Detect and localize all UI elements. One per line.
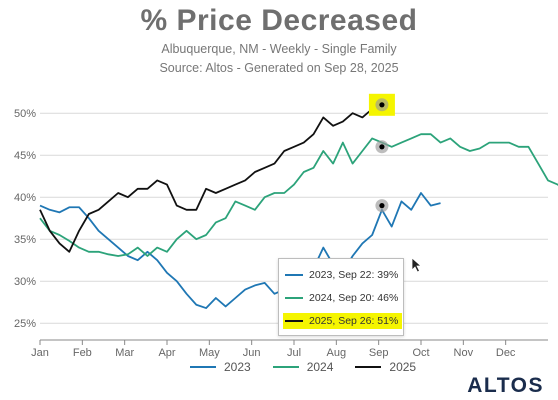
x-tick-label-mar: Mar <box>115 347 134 359</box>
tooltip-swatch-2023 <box>285 274 303 276</box>
tooltip-swatch-2024 <box>285 297 303 299</box>
legend-label-2025: 2025 <box>389 360 417 374</box>
y-tick-label-25: 25% <box>14 318 36 330</box>
tooltip-row-2024: 2024, Sep 20: 46% <box>285 290 398 306</box>
x-tick-label-aug: Aug <box>327 347 347 359</box>
legend-item-2025[interactable]: 2025 <box>355 360 416 374</box>
tooltip-row-2025: 2025, Sep 26: 51% <box>283 313 403 329</box>
legend-item-2023[interactable]: 2023 <box>190 360 251 374</box>
x-tick-label-dec: Dec <box>496 347 516 359</box>
series-line-2025 <box>39 103 383 253</box>
series-line-2024 <box>39 133 558 257</box>
legend-label-2023: 2023 <box>224 360 251 374</box>
y-tick-label-50: 50% <box>14 108 36 120</box>
tooltip-label-2023: 2023, Sep 22: 39% <box>309 269 399 281</box>
marker-point-2024 <box>379 144 385 150</box>
y-tick-label-45: 45% <box>14 150 36 162</box>
tooltip-label-2025: 2025, Sep 26: 51% <box>309 315 399 327</box>
legend-swatch-2023 <box>190 366 216 368</box>
legend-swatch-2024 <box>272 366 299 368</box>
series-line-2023 <box>39 192 441 309</box>
chart-source: Source: Altos - Generated on Sep 28, 202… <box>159 61 399 75</box>
chart-title: % Price Decreased <box>140 4 418 37</box>
y-tick-label-30: 30% <box>14 276 36 288</box>
marker-point-2025 <box>379 102 385 108</box>
legend-swatch-2025 <box>355 366 382 368</box>
legend-label-2024: 2024 <box>306 360 334 374</box>
x-tick-label-apr: Apr <box>158 347 175 359</box>
tooltip-swatch-2025 <box>285 320 303 322</box>
x-tick-label-jul: Jul <box>287 347 301 359</box>
x-tick-label-nov: Nov <box>454 347 474 359</box>
x-tick-label-may: May <box>199 347 220 359</box>
pointer-arrow-icon <box>411 257 423 273</box>
chart-legend: 2023 2024 2025 <box>190 360 416 374</box>
tooltip-label-2024: 2024, Sep 20: 46% <box>309 292 399 304</box>
y-tick-label-40: 40% <box>14 192 36 204</box>
marker-point-2023 <box>379 203 385 209</box>
chart-subtitle: Albuquerque, NM - Weekly - Single Family <box>161 42 397 56</box>
x-tick-label-jun: Jun <box>243 347 261 359</box>
x-tick-label-oct: Oct <box>412 347 429 359</box>
legend-item-2024[interactable]: 2024 <box>272 360 334 374</box>
y-tick-label-35: 35% <box>14 234 36 246</box>
brand-logo: ALTOS <box>467 374 544 397</box>
x-tick-label-sep: Sep <box>369 347 389 359</box>
tooltip-row-2023: 2023, Sep 22: 39% <box>285 267 398 283</box>
x-tick-label-jan: Jan <box>31 347 49 359</box>
hover-tooltip: 2023, Sep 22: 39% 2024, Sep 20: 46% 2025… <box>278 258 404 336</box>
x-tick-label-feb: Feb <box>73 347 92 359</box>
